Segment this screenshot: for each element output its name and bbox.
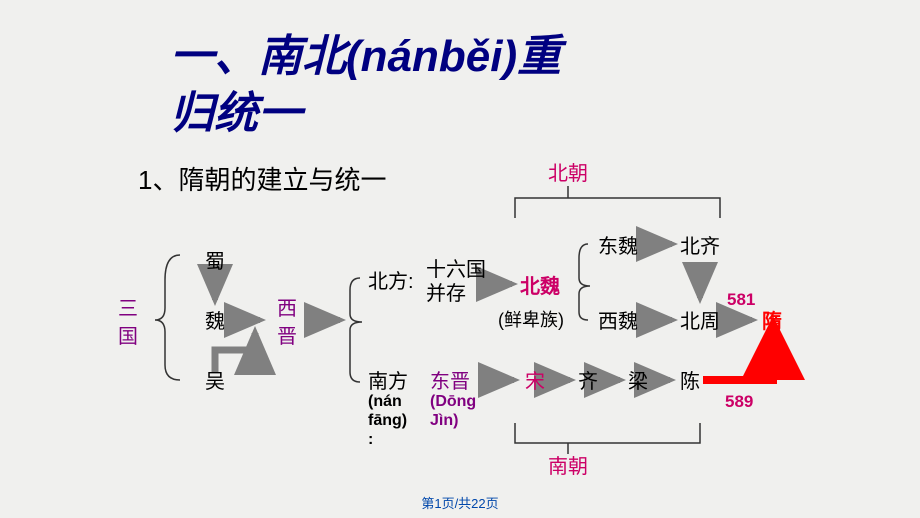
node-nanfang: 南方	[368, 370, 408, 394]
node-sui: 隋	[762, 310, 782, 334]
node-qi: 齐	[578, 370, 598, 394]
slide-subtitle: 1、隋朝的建立与统一	[138, 160, 386, 197]
title-line1: 一、南北(nánběi)重	[170, 32, 561, 81]
red-arrow	[703, 340, 773, 380]
node-shiliuguo: 十六国并存	[426, 258, 486, 306]
node-nanchao: 南朝	[548, 455, 588, 479]
node-wei: 魏	[205, 310, 225, 334]
brace-beiwei	[579, 244, 590, 320]
title-line2: 归统一	[170, 89, 302, 138]
node-dongwei: 东魏	[598, 235, 638, 259]
bracket-nanchao	[515, 423, 700, 454]
node-beichao: 北朝	[548, 162, 588, 186]
node-xianbei: (鲜卑族)	[498, 310, 564, 332]
node-xijin: 西 晋	[277, 295, 297, 351]
node-beiwei: 北魏	[520, 275, 560, 299]
node-nanfang_pinyin: (nánfāng):	[368, 392, 407, 450]
slide-title: 一、南北(nánběi)重 归统一	[170, 28, 810, 142]
brace-split	[350, 278, 362, 382]
node-dongjin: 东晋	[430, 370, 470, 394]
node-beizhou: 北周	[680, 310, 720, 334]
node-beiqi: 北齐	[680, 235, 720, 259]
node-sanguo: 三 国	[118, 295, 138, 351]
node-chen: 陈	[680, 370, 700, 394]
node-xiwei: 西魏	[598, 310, 638, 334]
node-shu: 蜀	[205, 250, 225, 274]
node-year581: 581	[727, 290, 755, 310]
page-footer: 第1页/共22页	[0, 493, 920, 512]
node-year589: 589	[725, 392, 753, 412]
node-song: 宋	[525, 370, 545, 394]
node-wu: 吴	[205, 370, 225, 394]
bracket-beichao	[515, 186, 720, 218]
node-dongjin_pinyin: (DōngJìn)	[430, 392, 476, 430]
node-liang: 梁	[628, 370, 648, 394]
node-beifang: 北方:	[368, 270, 414, 294]
brace-sanguo	[155, 255, 180, 380]
